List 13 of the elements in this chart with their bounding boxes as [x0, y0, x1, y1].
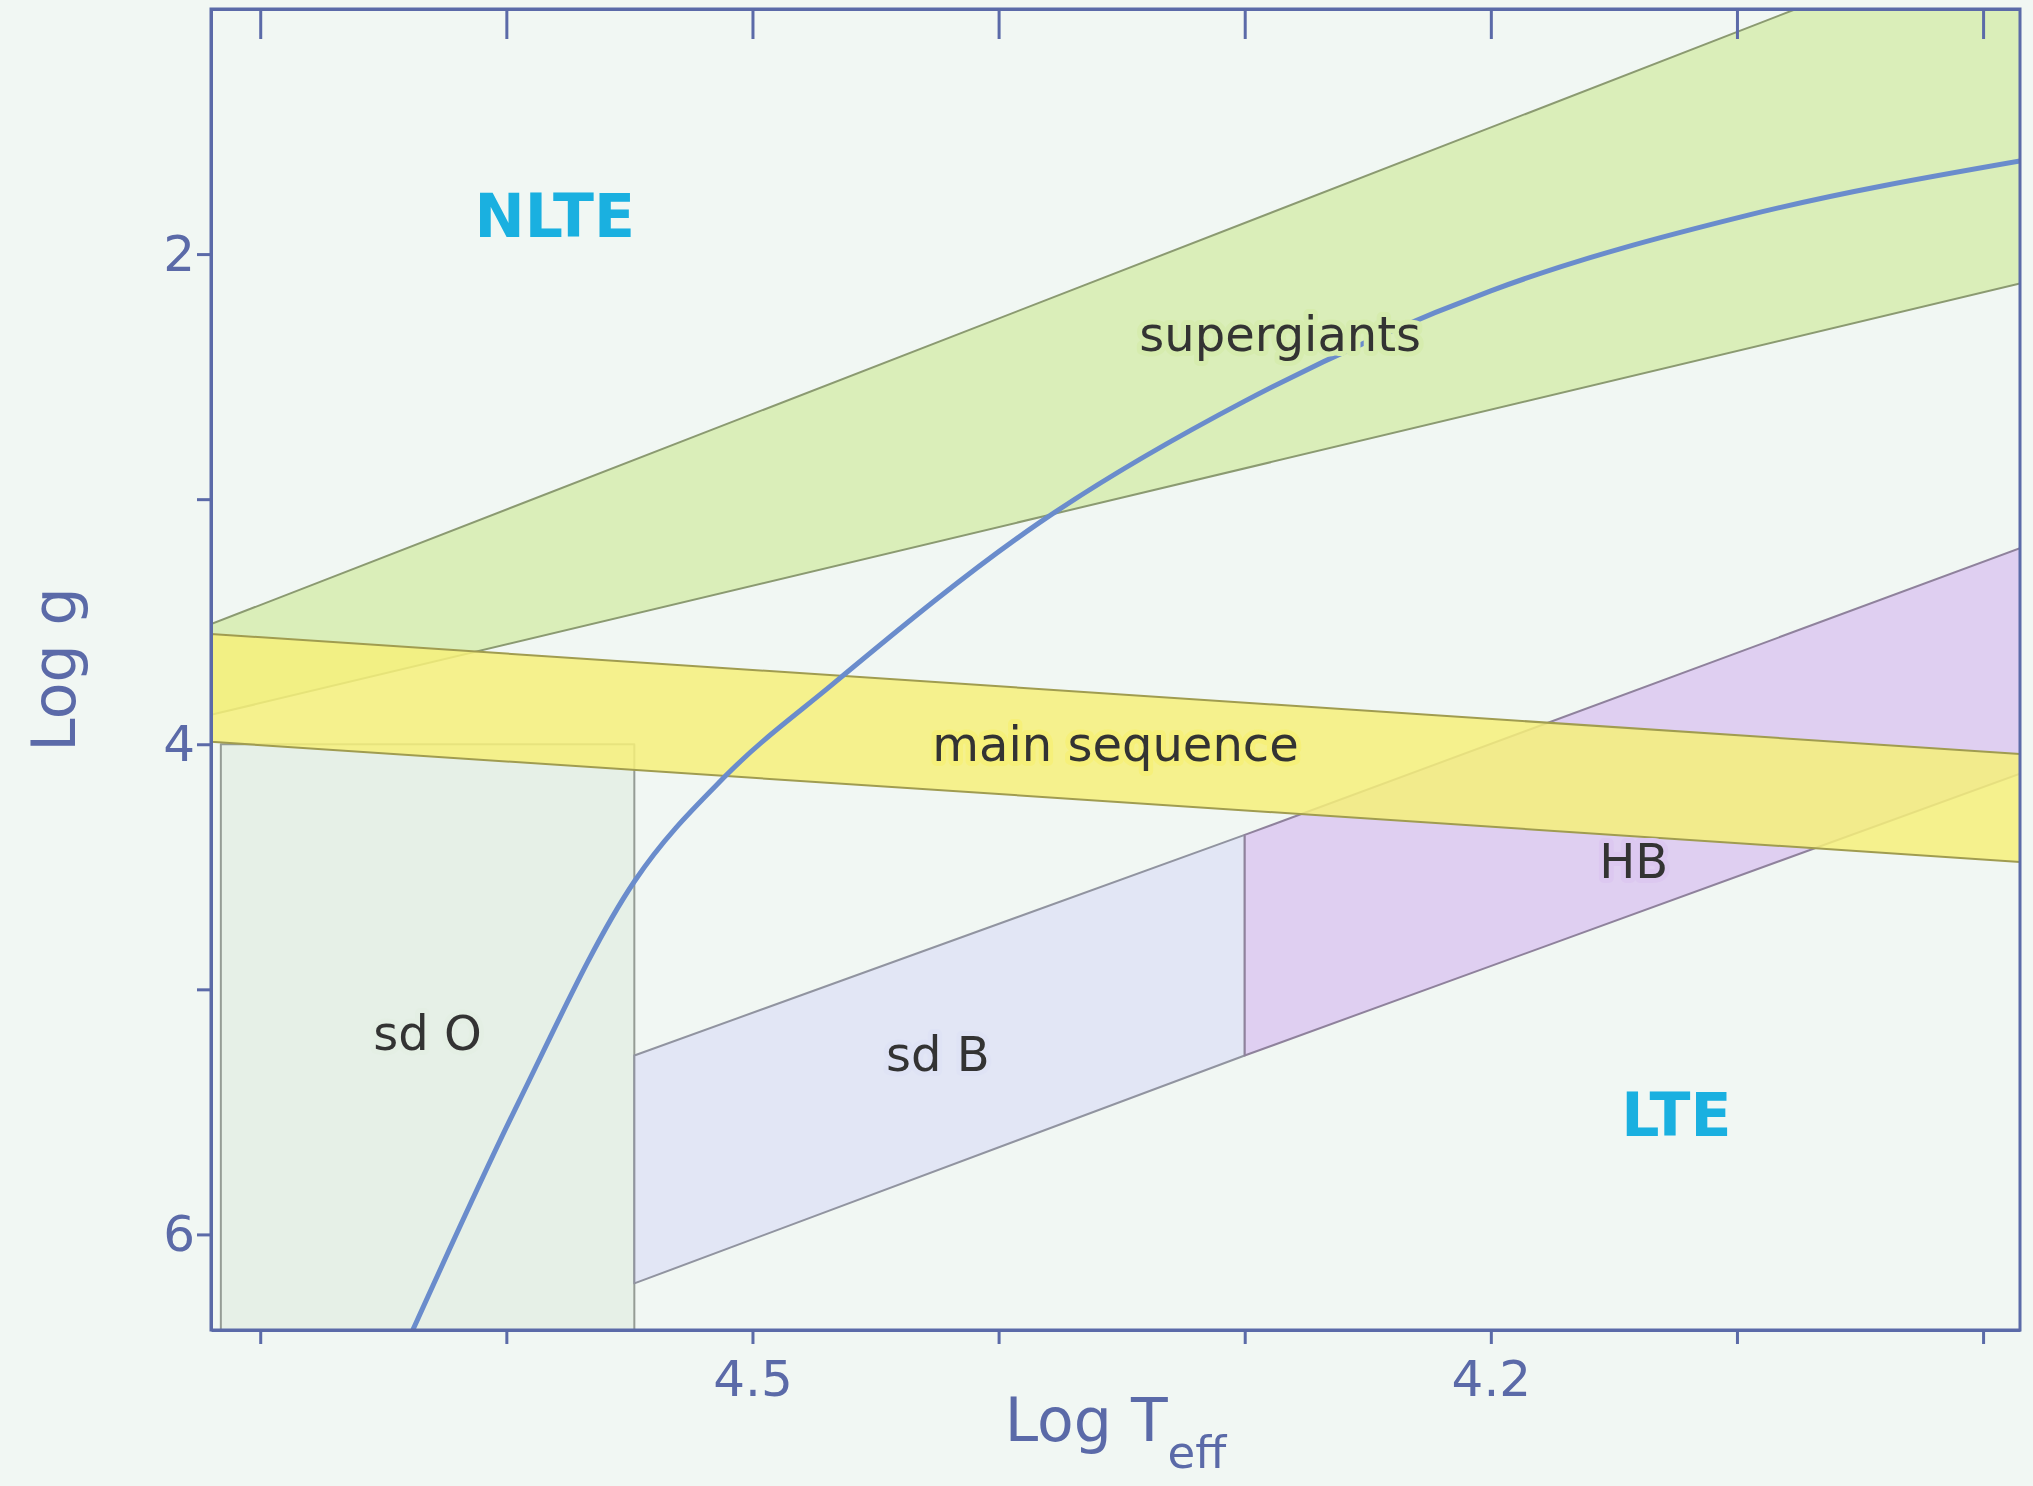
- annotation: LTE: [1621, 1079, 1732, 1150]
- series-label: HB: [1599, 832, 1669, 889]
- annotation: NLTE: [474, 180, 635, 251]
- series-label: sd O: [373, 1005, 482, 1062]
- x-axis-title: Log T$_{eff}$: [1004, 1385, 1228, 1479]
- y-tick-label: 4: [163, 714, 195, 773]
- x-tick-label: 4.2: [1451, 1349, 1532, 1408]
- series-label: main sequence: [932, 715, 1299, 772]
- y-tick-label: 2: [163, 224, 195, 283]
- y-axis-title: Log g: [19, 587, 89, 752]
- x-tick-label: 4.5: [713, 1349, 793, 1408]
- y-tick-label: 6: [163, 1204, 195, 1263]
- series-label: sd B: [886, 1025, 990, 1082]
